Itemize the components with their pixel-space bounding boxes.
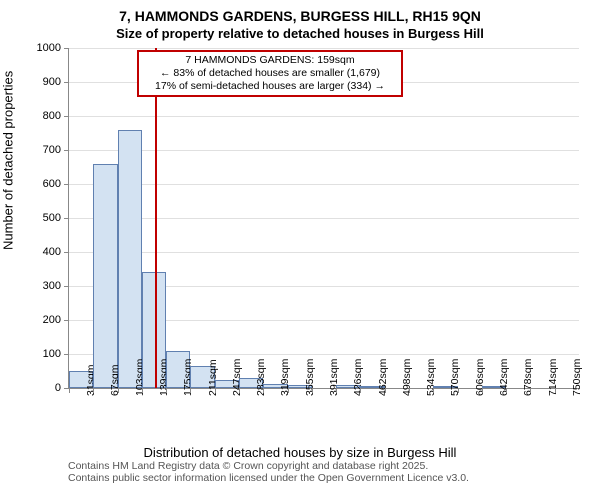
- xtick-mark: [506, 388, 507, 393]
- xtick-mark: [288, 388, 289, 393]
- ytick-label: 400: [21, 246, 61, 258]
- ytick-mark: [64, 184, 69, 185]
- xtick-mark: [215, 388, 216, 393]
- x-axis-label: Distribution of detached houses by size …: [0, 445, 600, 460]
- annotation-line2: ← 83% of detached houses are smaller (1,…: [143, 67, 397, 80]
- xtick-label: 319sqm: [279, 359, 291, 396]
- xtick-label: 355sqm: [304, 359, 316, 396]
- gridline-h: [69, 150, 579, 151]
- ytick-label: 500: [21, 212, 61, 224]
- xtick-mark: [69, 388, 70, 393]
- xtick-label: 750sqm: [571, 359, 583, 396]
- chart-title-line1: 7, HAMMONDS GARDENS, BURGESS HILL, RH15 …: [0, 8, 600, 24]
- xtick-mark: [360, 388, 361, 393]
- attribution-line1: Contains HM Land Registry data © Crown c…: [68, 460, 469, 473]
- xtick-mark: [118, 388, 119, 393]
- xtick-mark: [409, 388, 410, 393]
- ytick-label: 600: [21, 178, 61, 190]
- ytick-label: 800: [21, 110, 61, 122]
- xtick-mark: [458, 388, 459, 393]
- xtick-mark: [385, 388, 386, 393]
- xtick-mark: [555, 388, 556, 393]
- ytick-mark: [64, 252, 69, 253]
- xtick-mark: [263, 388, 264, 393]
- xtick-label: 211sqm: [207, 359, 219, 396]
- ytick-label: 900: [21, 76, 61, 88]
- histogram-bar: [118, 130, 142, 388]
- ytick-label: 100: [21, 348, 61, 360]
- xtick-label: 642sqm: [498, 359, 510, 396]
- xtick-mark: [239, 388, 240, 393]
- xtick-mark: [190, 388, 191, 393]
- ytick-mark: [64, 116, 69, 117]
- xtick-mark: [166, 388, 167, 393]
- ytick-mark: [64, 320, 69, 321]
- gridline-h: [69, 218, 579, 219]
- xtick-label: 426sqm: [352, 359, 364, 396]
- xtick-mark: [336, 388, 337, 393]
- ytick-mark: [64, 218, 69, 219]
- ytick-mark: [64, 48, 69, 49]
- gridline-h: [69, 252, 579, 253]
- ytick-label: 200: [21, 314, 61, 326]
- xtick-mark: [93, 388, 94, 393]
- xtick-label: 283sqm: [255, 359, 267, 396]
- xtick-label: 462sqm: [377, 359, 389, 396]
- xtick-mark: [312, 388, 313, 393]
- ytick-mark: [64, 82, 69, 83]
- ytick-label: 1000: [21, 42, 61, 54]
- y-axis-label: Number of detached properties: [1, 71, 16, 250]
- ytick-mark: [64, 150, 69, 151]
- xtick-mark: [530, 388, 531, 393]
- xtick-label: 534sqm: [425, 359, 437, 396]
- xtick-mark: [433, 388, 434, 393]
- ytick-label: 0: [21, 382, 61, 394]
- xtick-label: 391sqm: [328, 359, 340, 396]
- marker-annotation: 7 HAMMONDS GARDENS: 159sqm← 83% of detac…: [137, 50, 403, 97]
- property-marker-line: [155, 48, 157, 388]
- xtick-mark: [142, 388, 143, 393]
- ytick-label: 700: [21, 144, 61, 156]
- histogram-bar: [93, 164, 117, 388]
- xtick-label: 606sqm: [474, 359, 486, 396]
- chart-title-line2: Size of property relative to detached ho…: [0, 26, 600, 41]
- gridline-h: [69, 116, 579, 117]
- ytick-mark: [64, 286, 69, 287]
- annotation-line3: 17% of semi-detached houses are larger (…: [143, 80, 397, 93]
- attribution-text: Contains HM Land Registry data © Crown c…: [68, 460, 469, 485]
- ytick-mark: [64, 354, 69, 355]
- gridline-h: [69, 48, 579, 49]
- xtick-label: 678sqm: [522, 359, 534, 396]
- xtick-label: 714sqm: [547, 359, 559, 396]
- xtick-mark: [482, 388, 483, 393]
- chart-container: 7, HAMMONDS GARDENS, BURGESS HILL, RH15 …: [0, 0, 600, 500]
- xtick-label: 570sqm: [449, 359, 461, 396]
- xtick-label: 498sqm: [401, 359, 413, 396]
- ytick-label: 300: [21, 280, 61, 292]
- annotation-line1: 7 HAMMONDS GARDENS: 159sqm: [143, 54, 397, 67]
- attribution-line2: Contains public sector information licen…: [68, 472, 469, 485]
- gridline-h: [69, 184, 579, 185]
- plot-area: 0100200300400500600700800900100031sqm67s…: [68, 48, 579, 389]
